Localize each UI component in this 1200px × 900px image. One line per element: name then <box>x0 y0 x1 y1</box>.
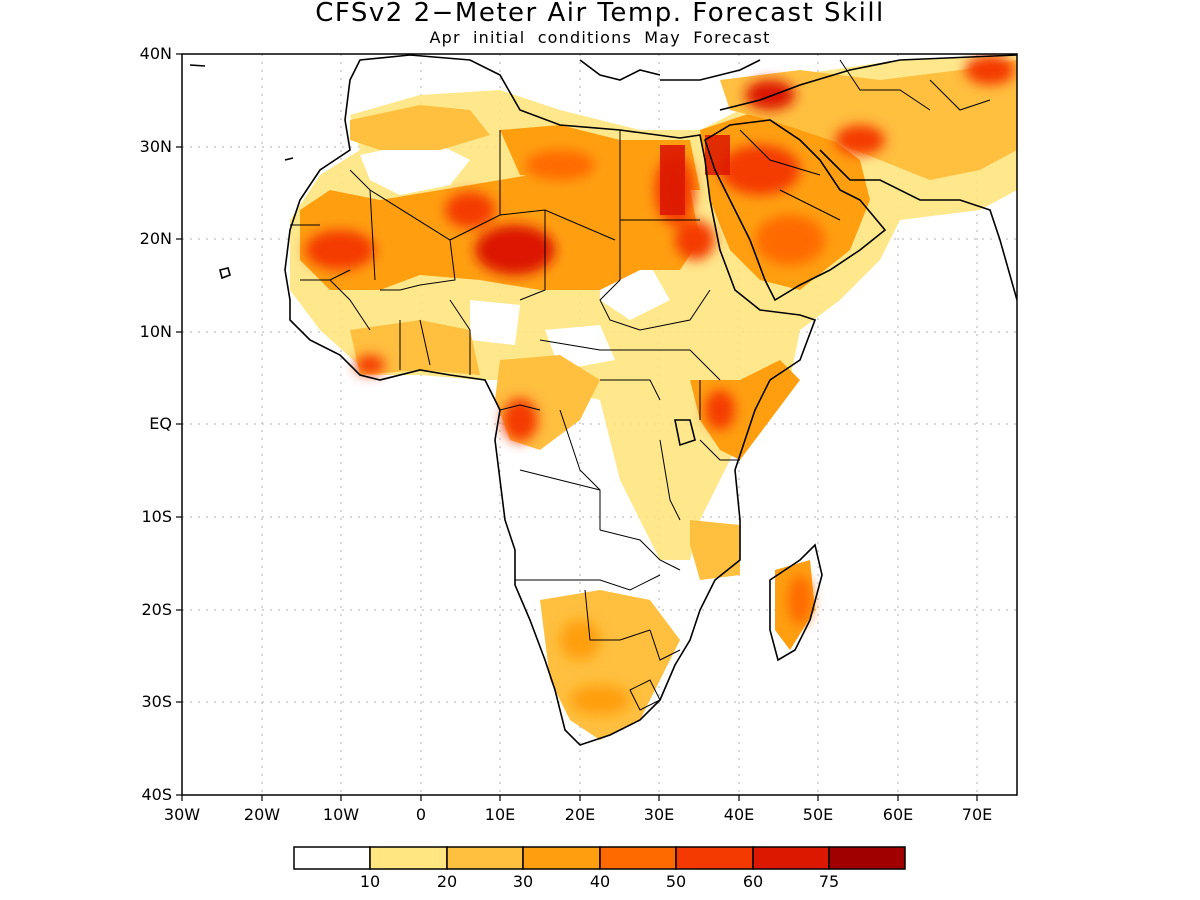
colorbar-swatch-7 <box>828 846 906 870</box>
map-subtitle: Apr initial conditions May Forecast <box>429 28 771 47</box>
colorbar-label: 30 <box>512 872 534 891</box>
tick-marks <box>176 53 978 801</box>
lon-label: 0 <box>415 805 427 824</box>
map-title: CFSv2 2−Meter Air Temp. Forecast Skill <box>315 0 885 28</box>
colorbar-swatch-0 <box>293 846 371 870</box>
lat-label: 10N <box>139 322 172 341</box>
lat-label: 30S <box>141 692 172 711</box>
lon-label: 20E <box>564 805 596 824</box>
colorbar-swatch-1 <box>369 846 448 870</box>
lon-label: 10W <box>322 805 360 824</box>
lat-label: 30N <box>139 137 172 156</box>
lon-label: 20W <box>243 805 281 824</box>
colorbar-label: 50 <box>665 872 687 891</box>
lon-label: 60E <box>882 805 914 824</box>
colorbar <box>293 846 906 870</box>
skill-shading <box>290 55 1017 740</box>
lat-label: 40S <box>141 785 172 804</box>
lon-label: 70E <box>961 805 993 824</box>
colorbar-swatch-6 <box>752 846 830 870</box>
lat-label: 20S <box>141 600 172 619</box>
colorbar-label: 40 <box>589 872 611 891</box>
lat-label: 40N <box>139 44 172 63</box>
lon-label: 30E <box>643 805 675 824</box>
colorbar-swatch-5 <box>675 846 754 870</box>
lon-label: 30W <box>163 805 201 824</box>
colorbar-swatch-4 <box>599 846 677 870</box>
lat-label: 20N <box>139 229 172 248</box>
colorbar-swatch-2 <box>446 846 524 870</box>
lat-label: EQ <box>149 414 172 433</box>
colorbar-label: 75 <box>818 872 840 891</box>
colorbar-swatch-3 <box>522 846 601 870</box>
lon-label: 40E <box>723 805 755 824</box>
colorbar-label: 20 <box>436 872 458 891</box>
colorbar-label: 10 <box>359 872 381 891</box>
country-borders <box>290 59 991 711</box>
lon-label: 10E <box>484 805 516 824</box>
coastlines <box>189 54 1017 746</box>
colorbar-label: 60 <box>742 872 764 891</box>
lat-label: 10S <box>141 507 172 526</box>
lon-label: 50E <box>802 805 834 824</box>
